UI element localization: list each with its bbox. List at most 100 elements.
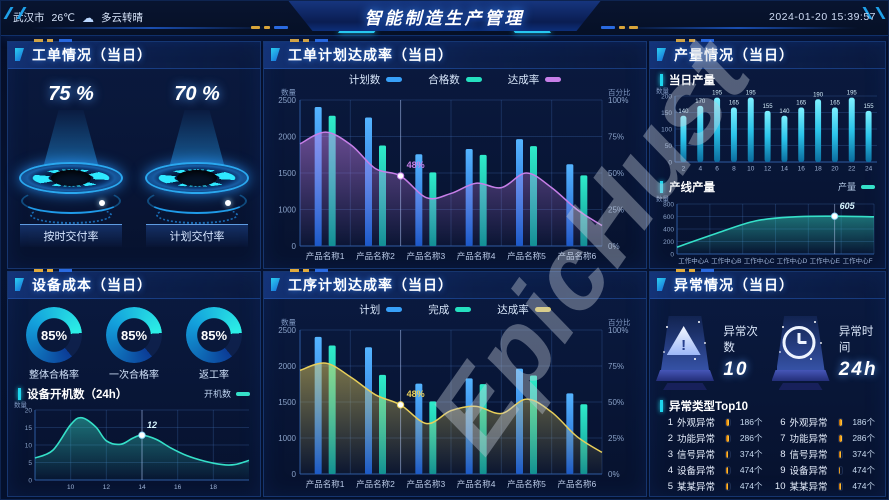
svg-text:12: 12 xyxy=(147,420,157,430)
legend-pill-icon xyxy=(465,76,482,82)
svg-text:605: 605 xyxy=(840,201,856,211)
item-bar xyxy=(725,449,731,459)
svg-text:0: 0 xyxy=(670,252,674,259)
ring-arc xyxy=(26,307,82,363)
panel-work-order: 工单情况（当日） 75 % 按时交付率 70 % xyxy=(7,39,261,269)
item-rank: 2 xyxy=(667,432,673,444)
svg-text:20: 20 xyxy=(25,408,33,415)
svg-text:百分比: 百分比 xyxy=(608,318,631,327)
ring-overall-pass: 85% 整体合格率 xyxy=(26,307,82,383)
svg-text:产品名称5: 产品名称5 xyxy=(507,479,546,489)
svg-text:20: 20 xyxy=(831,166,839,173)
item-name: 设备异常 xyxy=(789,466,828,477)
ring-label: 一次合格率 xyxy=(109,370,159,381)
title-banner: 智能制造生产管理 xyxy=(289,1,601,31)
svg-text:2500: 2500 xyxy=(278,96,296,105)
item-rank: 8 xyxy=(780,448,786,460)
svg-text:200: 200 xyxy=(661,94,672,101)
svg-text:产品名称2: 产品名称2 xyxy=(356,251,395,261)
disc-dotted-ring xyxy=(30,206,112,224)
legend-pill-icon xyxy=(534,306,551,312)
svg-text:140: 140 xyxy=(779,109,790,115)
light-beam xyxy=(42,110,100,170)
abnormal-item: 3 信号异常 374个 xyxy=(660,447,763,462)
panel-order-rate: 工单计划达成率（当日） 计划数 合格数 达成率 2500 2000 1500 1000… xyxy=(263,39,647,269)
svg-text:2: 2 xyxy=(682,166,686,173)
datetime-label: 2024-01-20 15:39:57 xyxy=(769,11,876,23)
chart-process-svg: 2500 2000 1500 1000 0 100% 75% 50% 25% 0% 数量 百分比 48%… xyxy=(278,317,631,489)
legend-label: 计划数 xyxy=(348,73,381,86)
legend-label: 产量 xyxy=(837,182,856,192)
abnormal-item: 9 设备异常 474个 xyxy=(773,463,875,478)
pedestal-base xyxy=(771,370,830,381)
item-bar xyxy=(725,481,731,491)
svg-text:产品名称5: 产品名称5 xyxy=(507,251,546,261)
panel-production: 产量情况（当日） 当日产量 200 150 100 50 0 数量 140 2 170 4 195 6… xyxy=(649,39,886,269)
svg-text:0%: 0% xyxy=(608,242,620,251)
pedestal-base xyxy=(656,370,714,381)
panel-device-cost: 设备成本（当日） 85% 整体合格率 85% 一次合格率 85% 返工率 设备开… xyxy=(7,269,261,497)
svg-text:工作中心F: 工作中心F xyxy=(843,256,873,265)
svg-text:15: 15 xyxy=(25,425,33,432)
svg-text:工作中心C: 工作中心C xyxy=(744,256,775,265)
pedestal-base xyxy=(778,383,823,390)
svg-text:百分比: 百分比 xyxy=(608,88,631,97)
ring-arc xyxy=(186,307,242,363)
panel-title: 设备成本（当日） xyxy=(32,277,152,293)
svg-text:数量: 数量 xyxy=(281,318,296,327)
disc-core xyxy=(177,170,217,186)
svg-text:190: 190 xyxy=(813,92,824,98)
svg-text:产品名称3: 产品名称3 xyxy=(406,251,445,261)
pedestal: ! xyxy=(652,310,715,394)
svg-text:14: 14 xyxy=(781,166,789,173)
abnormal-stats: ! 异常次数 10 异常时间 xyxy=(650,299,885,395)
svg-text:1000: 1000 xyxy=(278,434,296,443)
item-value: 474个 xyxy=(852,465,875,475)
item-name: 设备异常 xyxy=(677,466,716,477)
order-rate-legend: 计划数 合格数 达成率 xyxy=(264,71,646,87)
chart-boot-svg: 20 15 10 5 0 数量 10 12 14 16 18 12 xyxy=(14,400,250,491)
abnormal-top10-list: 1 外观异常 186个 2 功能异常 286个 3 信号异常 374个 4 设备异常 474个 5 某某异… xyxy=(660,415,875,494)
item-value: 474个 xyxy=(852,481,875,491)
abnormal-item: 5 某某异常 474个 xyxy=(660,479,763,494)
svg-text:800: 800 xyxy=(663,202,674,209)
svg-text:165: 165 xyxy=(830,101,841,107)
svg-text:75%: 75% xyxy=(608,362,624,371)
item-rank: 1 xyxy=(667,416,673,428)
panel-title: 工序计划达成率（当日） xyxy=(288,277,453,293)
weather: 武汉市 26℃ ☁ 多云转晴 xyxy=(13,10,143,25)
header-dash xyxy=(264,26,270,29)
abnormal-item: 10 某某异常 474个 xyxy=(773,479,875,494)
abnormal-item: 1 外观异常 186个 xyxy=(660,415,763,430)
weather-label: 多云转晴 xyxy=(100,12,143,24)
svg-text:产品名称1: 产品名称1 xyxy=(306,251,345,261)
ring-label: 返工率 xyxy=(199,370,229,381)
svg-text:14: 14 xyxy=(138,484,146,491)
svg-text:155: 155 xyxy=(763,104,774,110)
ring-first-pass: 85% 一次合格率 xyxy=(106,307,162,383)
hologram-disc xyxy=(138,106,256,224)
ring-rework: 85% 返工率 xyxy=(186,307,242,383)
header-line-left xyxy=(31,27,271,29)
ring-value: 85% xyxy=(200,327,228,343)
header: 武汉市 26℃ ☁ 多云转晴 智能制造生产管理 2024-01-20 15:39… xyxy=(1,1,888,36)
svg-text:6: 6 xyxy=(715,166,719,173)
stat-abnormal-time: 异常时间 24h xyxy=(768,310,884,394)
svg-text:195: 195 xyxy=(746,91,757,97)
svg-text:155: 155 xyxy=(864,104,875,110)
tick-bar-icon xyxy=(660,399,663,412)
ring-value: 85% xyxy=(40,327,68,343)
legend-label: 合格数 xyxy=(428,73,460,86)
disc-dot xyxy=(225,200,231,206)
svg-text:150: 150 xyxy=(661,110,672,117)
stat-label: 异常时间 xyxy=(838,326,874,354)
header-dash xyxy=(251,26,260,29)
svg-text:140: 140 xyxy=(678,109,689,115)
disc-core xyxy=(51,170,91,186)
delivery-gauges: 75 % 按时交付率 70 % xyxy=(8,69,260,247)
svg-text:24: 24 xyxy=(865,166,873,173)
svg-text:数量: 数量 xyxy=(656,194,670,203)
svg-text:12: 12 xyxy=(103,484,111,491)
svg-text:25%: 25% xyxy=(608,206,624,215)
panel-abnormal: 异常情况（当日） ! 异常次数 10 xyxy=(649,269,886,497)
